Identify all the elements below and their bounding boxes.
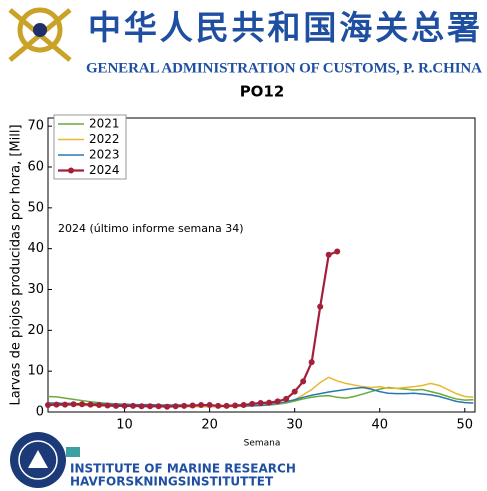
series-marker bbox=[96, 402, 103, 409]
x-tick-label: 20 bbox=[201, 418, 218, 433]
header-title-cn: 中华人民共和国海关总署 bbox=[88, 8, 480, 47]
legend-label: 2023 bbox=[89, 148, 120, 162]
series-marker bbox=[223, 402, 230, 409]
series-marker bbox=[87, 401, 94, 408]
chart-title: PO12 bbox=[240, 83, 285, 101]
series-marker bbox=[113, 402, 120, 409]
y-tick-label: 60 bbox=[27, 160, 44, 175]
series-marker bbox=[240, 402, 247, 409]
legend-marker bbox=[68, 167, 74, 174]
series-marker bbox=[215, 402, 222, 409]
series-marker bbox=[317, 303, 324, 310]
series-marker bbox=[198, 402, 205, 409]
series-marker bbox=[138, 403, 145, 410]
y-tick-label: 0 bbox=[36, 405, 44, 420]
y-tick-label: 30 bbox=[27, 282, 44, 297]
series-marker bbox=[155, 403, 162, 410]
x-tick-label: 50 bbox=[457, 418, 474, 433]
series-marker bbox=[291, 388, 298, 395]
annotation: 2024 (último informe semana 34) bbox=[58, 222, 244, 235]
x-axis-label: Semana bbox=[244, 439, 281, 449]
series-marker bbox=[334, 248, 341, 255]
series-marker bbox=[62, 401, 69, 408]
x-tick-label: 30 bbox=[286, 418, 303, 433]
y-tick-label: 50 bbox=[27, 200, 44, 215]
series-marker bbox=[130, 402, 137, 409]
y-tick-label: 10 bbox=[27, 364, 44, 379]
series-marker bbox=[300, 378, 307, 385]
series-marker bbox=[189, 402, 196, 409]
x-tick-label: 10 bbox=[116, 418, 133, 433]
series-marker bbox=[206, 402, 213, 409]
series-marker bbox=[325, 251, 332, 258]
series-marker bbox=[274, 398, 281, 405]
series-marker bbox=[249, 400, 256, 407]
series-marker bbox=[45, 402, 51, 409]
series-marker bbox=[172, 403, 179, 410]
legend-label: 2022 bbox=[89, 132, 120, 146]
y-tick-label: 20 bbox=[27, 323, 44, 338]
x-tick-label: 40 bbox=[371, 418, 388, 433]
plot-frame bbox=[47, 117, 476, 413]
series-marker bbox=[232, 402, 239, 409]
legend-box bbox=[53, 114, 127, 180]
series-marker bbox=[308, 359, 315, 366]
series-marker bbox=[104, 402, 111, 409]
series-line bbox=[47, 250, 338, 408]
legend-label: 2021 bbox=[89, 117, 120, 131]
footer-line1: INSTITUTE OF MARINE RESEARCH bbox=[70, 462, 296, 476]
y-tick-label: 70 bbox=[27, 119, 44, 134]
series-marker bbox=[121, 402, 128, 409]
series-marker bbox=[70, 401, 77, 408]
footer-line2: HAVFORSKNINGSINSTITUTTET bbox=[70, 475, 274, 489]
series-marker bbox=[79, 401, 86, 408]
series-marker bbox=[53, 401, 60, 408]
imr-logo bbox=[10, 432, 80, 488]
series-marker bbox=[164, 403, 171, 410]
series-marker bbox=[283, 395, 290, 402]
series-marker bbox=[257, 400, 264, 407]
header-title-en: GENERAL ADMINISTRATION OF CUSTOMS, P. R.… bbox=[86, 60, 482, 76]
y-tick-label: 40 bbox=[27, 241, 44, 256]
series-marker bbox=[181, 402, 188, 409]
customs-logo bbox=[8, 7, 72, 62]
y-axis-label: Larvas de piojos producidas por hora, [M… bbox=[9, 124, 24, 405]
series-marker bbox=[147, 403, 154, 410]
legend-label: 2024 bbox=[89, 163, 120, 177]
series-marker bbox=[266, 399, 273, 406]
